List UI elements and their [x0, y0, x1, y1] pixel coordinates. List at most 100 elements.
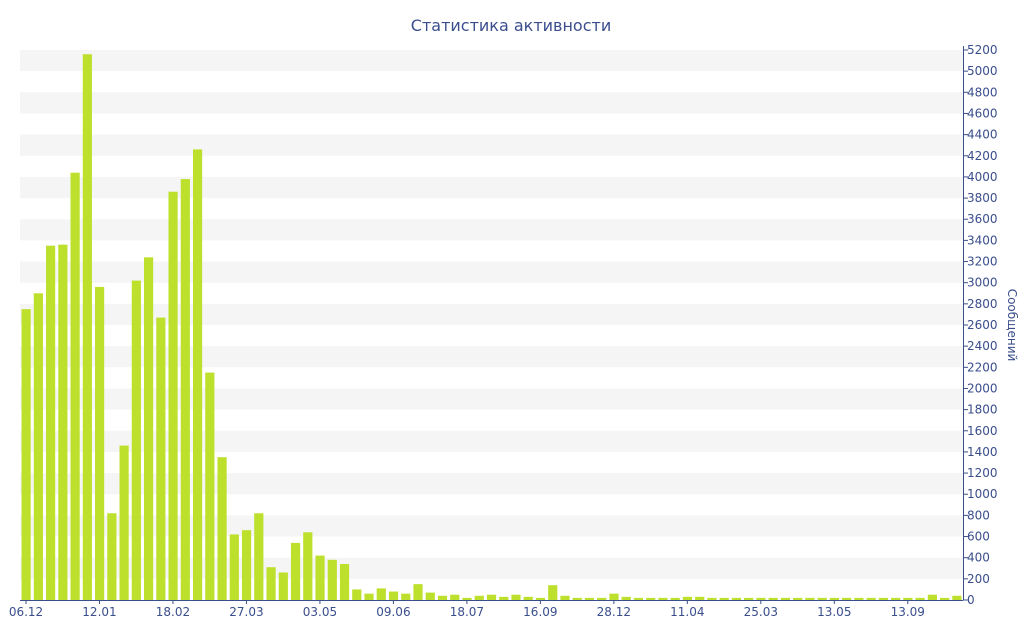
bar	[388, 591, 399, 600]
bar	[168, 191, 178, 600]
bar	[241, 530, 252, 600]
bar	[82, 54, 92, 600]
y-tick-label: 5000	[967, 64, 998, 78]
bar	[450, 594, 460, 600]
bar	[842, 597, 852, 600]
x-tick-label: 27.03	[229, 605, 263, 619]
y-tick-label: 1400	[967, 445, 998, 459]
bar	[376, 588, 386, 600]
y-tick-label: 1200	[967, 466, 998, 480]
bar	[266, 567, 276, 600]
y-tick-label: 4000	[967, 170, 998, 184]
bar	[560, 595, 570, 600]
y-tick-label: 3200	[967, 255, 998, 269]
x-tick-label: 03.05	[303, 605, 337, 619]
bar	[401, 593, 411, 600]
bar	[131, 280, 141, 600]
bar	[156, 317, 166, 600]
y-tick-label: 800	[967, 508, 990, 522]
bar	[523, 596, 533, 600]
bar	[756, 597, 766, 600]
bar	[744, 597, 754, 600]
y-tick-label: 4400	[967, 128, 998, 142]
y-tick-label: 3800	[967, 191, 998, 205]
bar	[70, 172, 80, 600]
bar	[927, 594, 937, 600]
bar	[278, 572, 288, 600]
bar	[229, 534, 239, 600]
bar	[682, 596, 693, 600]
bar	[633, 597, 644, 600]
x-tick-label: 06.12	[9, 605, 43, 619]
y-axis-title: Сообщений	[1005, 289, 1019, 362]
bar	[180, 179, 190, 601]
bar	[658, 597, 668, 600]
bar	[119, 445, 129, 600]
bar	[731, 597, 742, 600]
x-tick-label: 13.09	[891, 605, 925, 619]
bar	[707, 597, 717, 600]
bar	[719, 597, 729, 600]
bar	[793, 597, 803, 600]
x-tick-label: 25.03	[744, 605, 778, 619]
grid-band	[20, 92, 963, 114]
x-tick-label: 09.06	[376, 605, 410, 619]
bar	[695, 596, 705, 600]
bar	[425, 592, 435, 600]
bar	[46, 245, 56, 600]
bar	[339, 564, 350, 600]
bar	[58, 244, 68, 600]
x-tick-label: 28.12	[597, 605, 631, 619]
bar	[315, 555, 325, 600]
y-tick-label: 0	[967, 593, 975, 607]
grid-band	[20, 176, 963, 199]
bar	[952, 595, 962, 600]
bar	[597, 597, 607, 600]
x-tick-labels: 06.12 12.01 18.02 27.03 03.05 09.06 18.07 16.09…	[9, 600, 925, 619]
grid-band	[20, 134, 963, 156]
bar	[621, 596, 631, 600]
bar	[413, 584, 423, 600]
bar	[511, 594, 521, 600]
grid-band	[20, 430, 963, 452]
bar	[254, 513, 264, 600]
bar	[95, 286, 105, 600]
y-tick-label: 200	[967, 572, 990, 586]
y-tick-label: 2200	[967, 360, 998, 374]
bar	[486, 594, 497, 600]
bar	[780, 597, 791, 600]
x-tick-label: 18.02	[156, 605, 190, 619]
bar	[364, 593, 374, 600]
y-tick-label: 2400	[967, 339, 998, 353]
y-tick-label: 2800	[967, 297, 998, 311]
grid-band	[20, 261, 963, 283]
bar	[548, 585, 558, 600]
bar	[462, 597, 472, 600]
y-tick-label: 600	[967, 530, 990, 544]
x-tick-label: 18.07	[450, 605, 484, 619]
y-tick-label: 3400	[967, 233, 998, 247]
bar	[21, 309, 31, 600]
bar	[891, 597, 901, 600]
x-tick-label: 12.01	[82, 605, 116, 619]
bar	[352, 589, 362, 600]
bar	[866, 597, 876, 600]
bar	[474, 595, 484, 600]
bar	[584, 597, 595, 600]
y-tick-label: 3600	[967, 212, 998, 226]
bar	[829, 597, 840, 600]
bar	[903, 597, 913, 600]
bar	[205, 372, 215, 600]
bar	[915, 597, 925, 600]
y-tick-label: 1000	[967, 487, 998, 501]
bar	[535, 597, 546, 600]
bar	[768, 597, 778, 600]
bar	[817, 597, 827, 600]
bar	[940, 597, 950, 600]
bar	[290, 542, 301, 600]
y-tick-label: 2000	[967, 381, 998, 395]
bar	[805, 597, 815, 600]
bar	[143, 257, 154, 600]
